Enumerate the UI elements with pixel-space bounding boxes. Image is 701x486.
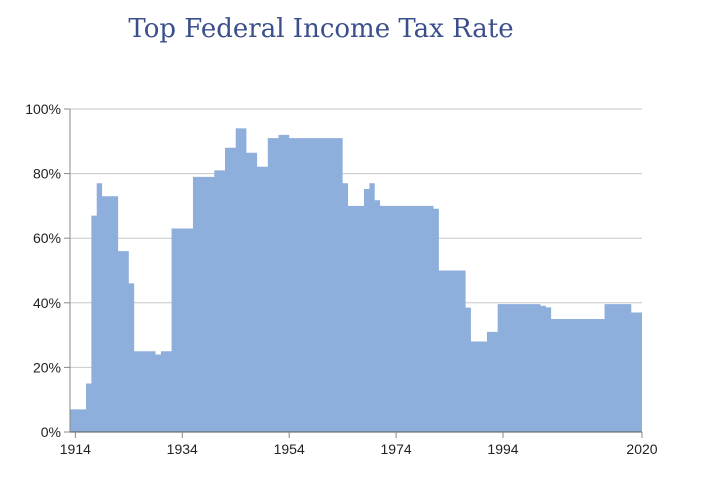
x-tick-label: 1954 <box>274 441 305 457</box>
y-tick-label: 20% <box>33 359 61 375</box>
chart-title: Top Federal Income Tax Rate <box>128 14 514 44</box>
y-tick-label: 0% <box>41 424 61 440</box>
y-axis: 0% 20% 40% 60% 80% 100% <box>25 101 71 440</box>
y-tick-label: 80% <box>33 166 61 182</box>
y-tick-label: 100% <box>25 101 61 117</box>
x-tick-label: 1974 <box>381 441 412 457</box>
x-tick-label: 1914 <box>60 441 91 457</box>
x-tick-label: 1994 <box>487 441 518 457</box>
x-axis: 1914 1934 1954 1974 1994 2020 <box>60 432 658 457</box>
plot-area <box>70 128 642 432</box>
y-tick-label: 40% <box>33 295 61 311</box>
x-tick-label: 1934 <box>167 441 198 457</box>
x-tick-label: 2020 <box>626 441 657 457</box>
y-tick-label: 60% <box>33 230 61 246</box>
tax-rate-area <box>70 128 642 432</box>
